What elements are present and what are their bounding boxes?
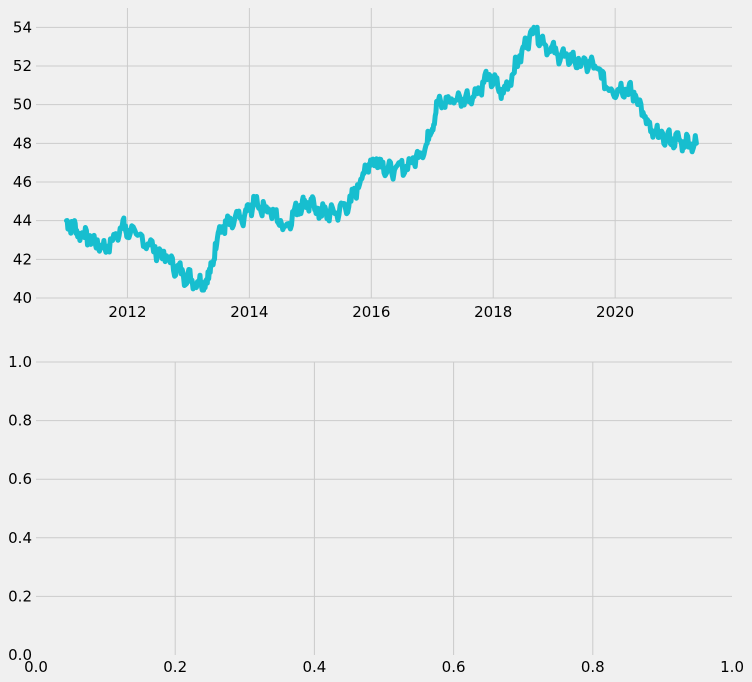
x-tick-label: 2012 [108, 303, 146, 321]
x-tick-label: 0.0 [24, 658, 48, 676]
x-tick-label: 0.6 [442, 658, 466, 676]
x-tick-label: 2014 [230, 303, 268, 321]
y-tick-label: 1.0 [8, 353, 32, 371]
x-tick-label: 2018 [474, 303, 512, 321]
y-tick-label: 40 [13, 289, 32, 307]
x-tick-label: 2016 [352, 303, 390, 321]
y-tick-label: 50 [13, 96, 32, 114]
y-tick-label: 44 [13, 212, 32, 230]
y-tick-label: 48 [13, 134, 32, 152]
y-tick-label: 0.2 [8, 587, 32, 605]
x-tick-label: 1.0 [720, 658, 744, 676]
y-tick-label: 0.4 [8, 529, 32, 547]
x-tick-label: 0.8 [581, 658, 605, 676]
y-tick-label: 46 [13, 173, 32, 191]
y-tick-label: 0.6 [8, 470, 32, 488]
bottom-empty-chart: 0.0 0.2 0.4 0.6 0.8 1.0 0.0 0.2 0.4 0.6 0.8 1.0 [8, 353, 744, 676]
y-tick-label: 0.8 [8, 412, 32, 430]
x-tick-label: 0.2 [163, 658, 187, 676]
series-line-0 [64, 24, 699, 293]
x-tick-label: 2020 [596, 303, 634, 321]
top-line-chart: 40 42 44 46 48 50 52 54 2012 2014 2016 2018 2020 [13, 8, 732, 321]
y-tick-label: 42 [13, 250, 32, 268]
y-tick-label: 54 [13, 18, 32, 36]
y-tick-label: 0.0 [8, 646, 32, 664]
x-tick-label: 0.4 [302, 658, 326, 676]
y-tick-label: 52 [13, 57, 32, 75]
